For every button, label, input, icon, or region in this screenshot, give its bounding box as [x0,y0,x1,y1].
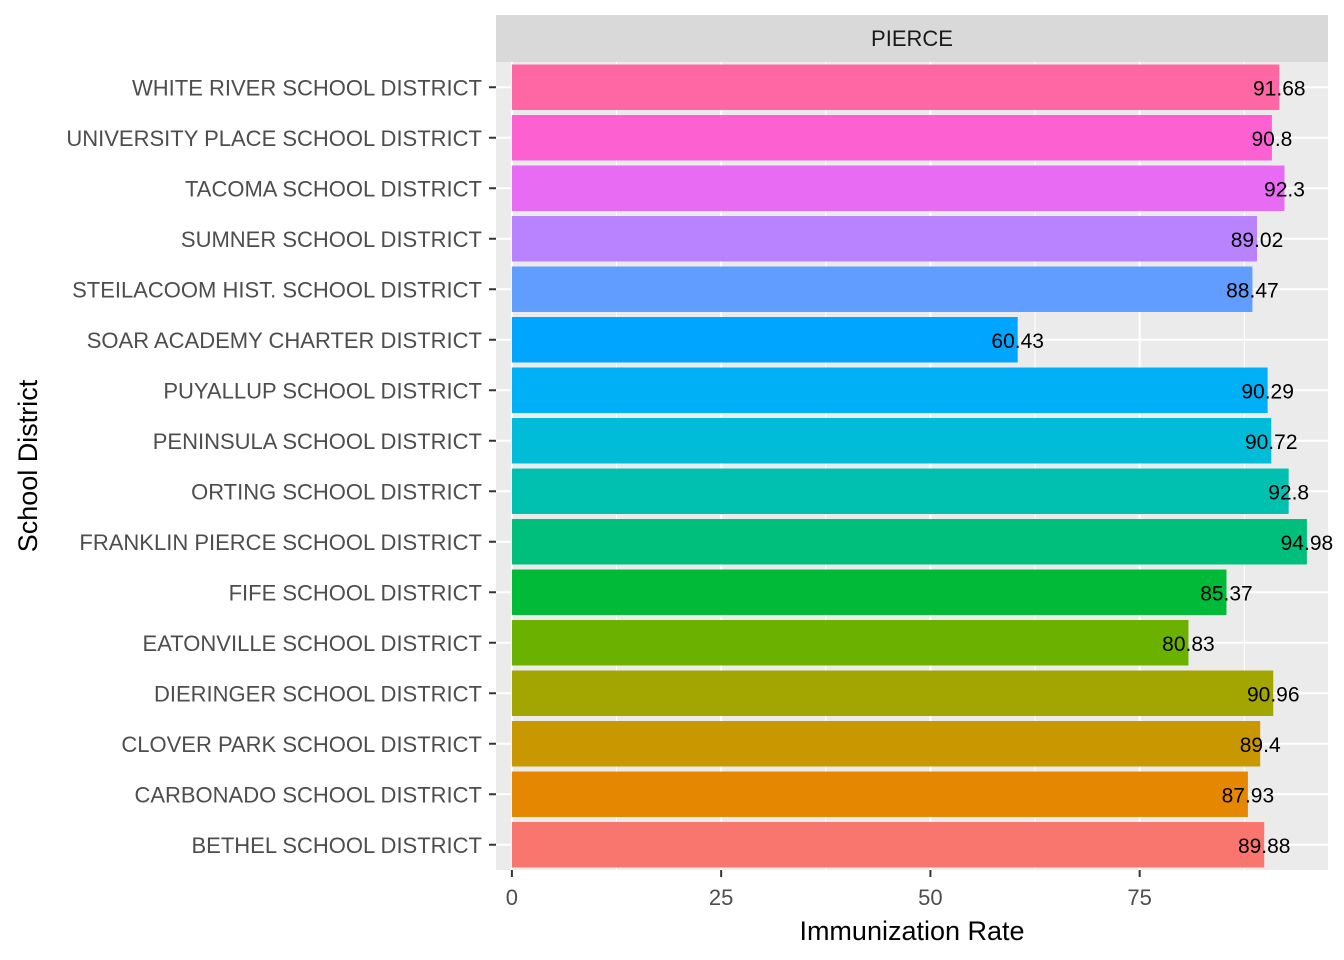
y-tick-label: DIERINGER SCHOOL DISTRICT [154,681,482,706]
data-label: 94.98 [1281,532,1334,555]
data-label: 92.3 [1264,178,1305,201]
bar [511,64,1280,110]
x-tick-label: 0 [506,885,518,910]
data-label: 89.02 [1231,229,1284,252]
bar [511,165,1285,211]
x-tick-label: 75 [1127,885,1151,910]
y-tick-label: STEILACOOM HIST. SCHOOL DISTRICT [72,277,482,302]
data-label: 80.83 [1162,633,1215,656]
data-label: 90.8 [1251,128,1292,151]
y-tick-label: CARBONADO SCHOOL DISTRICT [134,782,482,807]
data-label: 90.96 [1247,683,1300,706]
y-tick-label: UNIVERSITY PLACE SCHOOL DISTRICT [66,126,482,151]
x-axis-title: Immunization Rate [799,916,1024,946]
bar [511,317,1018,363]
y-axis-title: School District [13,379,43,552]
bar [511,620,1189,666]
data-label: 88.47 [1226,279,1279,302]
y-tick-label: FIFE SCHOOL DISTRICT [229,580,482,605]
data-label: 92.8 [1268,481,1309,504]
data-label: 89.4 [1240,734,1281,757]
bars [511,64,1307,868]
data-labels: 89.88 87.93 89.4 90.96 80.83 85.37 94.98 92.8 90… [991,77,1333,858]
y-tick-label: SOAR ACADEMY CHARTER DISTRICT [87,328,482,353]
y-tick-label: SUMNER SCHOOL DISTRICT [181,227,482,252]
bar [511,721,1261,767]
bar [511,771,1248,817]
y-tick-label: EATONVILLE SCHOOL DISTRICT [143,631,482,656]
x-tick-label: 25 [709,885,733,910]
y-tick-label: TACOMA SCHOOL DISTRICT [185,176,482,201]
facet-strip [496,15,1328,62]
y-tick-label: ORTING SCHOOL DISTRICT [191,479,482,504]
y-tick-label: PUYALLUP SCHOOL DISTRICT [163,378,482,403]
x-axis: 0 25 50 75 [506,870,1152,910]
bar [511,519,1307,565]
bar [511,418,1272,464]
bar [511,115,1272,161]
data-label: 90.29 [1241,380,1294,403]
data-label: 89.88 [1238,835,1291,858]
y-tick-label: FRANKLIN PIERCE SCHOOL DISTRICT [79,530,482,555]
data-label: 91.68 [1253,77,1306,100]
y-tick-label: WHITE RIVER SCHOOL DISTRICT [132,75,482,100]
bar [511,569,1227,615]
bar [511,367,1268,413]
data-label: 90.72 [1245,431,1298,454]
data-label: 87.93 [1222,784,1275,807]
data-label: 85.37 [1200,582,1253,605]
bar [511,266,1253,312]
y-tick-label: CLOVER PARK SCHOOL DISTRICT [121,732,482,757]
x-tick-label: 50 [918,885,942,910]
bar [511,216,1258,262]
bar [511,822,1265,868]
y-tick-label: PENINSULA SCHOOL DISTRICT [153,429,482,454]
bar [511,670,1274,716]
facet-label: PIERCE [871,26,953,51]
y-tick-label: BETHEL SCHOOL DISTRICT [191,833,482,858]
y-axis: BETHEL SCHOOL DISTRICT CARBONADO SCHOOL D… [66,75,496,858]
data-label: 60.43 [991,330,1044,353]
bar [511,468,1289,514]
